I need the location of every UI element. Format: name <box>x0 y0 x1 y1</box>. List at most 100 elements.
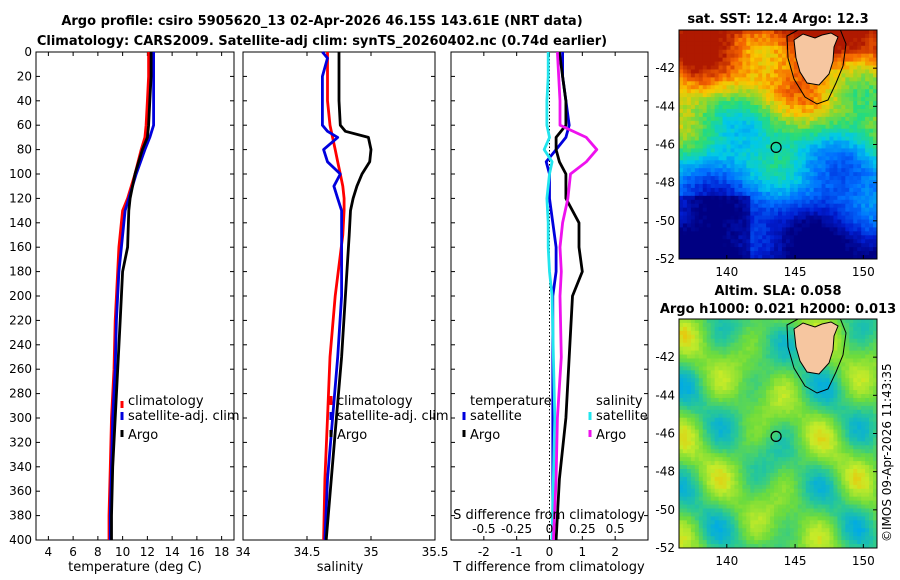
map-cell <box>813 132 819 138</box>
map-cell <box>778 350 783 356</box>
map-cell <box>698 453 704 458</box>
map-cell <box>793 231 799 236</box>
map-cell <box>694 390 700 395</box>
map-cell <box>682 65 688 71</box>
map-cell <box>785 437 791 442</box>
map-cell <box>829 239 835 244</box>
map-cell <box>730 168 736 173</box>
map-cell <box>865 219 870 225</box>
map-cell <box>837 401 842 407</box>
map-cell <box>702 73 708 78</box>
map-cell <box>734 231 739 236</box>
map-cell <box>682 429 688 435</box>
map-cell <box>837 211 842 217</box>
map-cell <box>762 49 767 55</box>
map-cell <box>873 231 877 236</box>
map-cell <box>778 128 783 134</box>
map-cell <box>849 394 854 399</box>
map-cell <box>841 33 846 39</box>
temperature-x-label: temperature (deg C) <box>68 560 202 575</box>
map-cell <box>873 405 877 411</box>
map-cell <box>841 176 846 181</box>
map-cell <box>742 172 747 177</box>
map-cell <box>845 397 850 403</box>
map-cell <box>718 183 724 189</box>
map-cell <box>801 124 807 130</box>
map-cell <box>702 441 708 446</box>
map-cell <box>694 417 700 423</box>
map-cell <box>679 453 684 458</box>
map-cell <box>809 180 815 185</box>
map-cell <box>861 247 866 252</box>
map-cell <box>801 445 807 450</box>
map-cell <box>861 85 866 90</box>
map-cell <box>754 191 759 197</box>
map-cell <box>726 405 732 411</box>
map-cell <box>821 239 827 244</box>
map-cell <box>770 65 775 71</box>
map-cell <box>789 366 795 371</box>
map-cell <box>722 164 728 169</box>
map-cell <box>690 195 696 201</box>
map-cell <box>837 203 842 209</box>
map-cell <box>754 37 759 43</box>
map-cell <box>694 378 700 383</box>
map-cell <box>825 223 831 229</box>
map-cell <box>873 223 877 229</box>
depth-ticks: 0204060801001201401601802002202402602803… <box>9 45 234 547</box>
map-cell <box>825 195 831 201</box>
map-cell <box>841 124 846 130</box>
map-cell <box>690 108 696 114</box>
map-cell <box>841 413 846 419</box>
map-cell <box>746 172 751 177</box>
map-cell <box>813 124 819 130</box>
map-cell <box>861 49 866 55</box>
map-cell <box>833 413 838 419</box>
map-cell <box>710 69 716 75</box>
map-cell <box>706 65 712 71</box>
map-cell <box>817 160 823 165</box>
map-cell <box>766 57 771 63</box>
map-cell <box>754 413 759 419</box>
map-cell <box>718 457 724 462</box>
map-cell <box>718 120 724 126</box>
map-cell <box>706 156 712 161</box>
map-cell <box>762 457 767 462</box>
map-cell <box>845 227 850 232</box>
map-cell <box>690 116 696 122</box>
map-cell <box>679 187 684 193</box>
map-cell <box>766 330 771 336</box>
map-cell <box>722 362 728 367</box>
map-cell <box>682 195 688 201</box>
map-cell <box>801 251 807 256</box>
map-cell <box>845 239 850 244</box>
map-cell <box>758 358 763 364</box>
map-cell <box>774 235 779 240</box>
map-cell <box>781 386 787 391</box>
map-cell <box>817 112 823 118</box>
map-cell <box>817 397 823 403</box>
map-cell <box>789 330 795 336</box>
map-cell <box>730 445 736 450</box>
map-cell <box>698 207 704 213</box>
map-cell <box>801 81 807 86</box>
map-cell <box>781 401 787 407</box>
map-cell <box>690 101 696 106</box>
map-cell <box>793 449 799 454</box>
map-cell <box>738 255 743 259</box>
map-cell <box>682 172 688 177</box>
map-cell <box>825 449 831 454</box>
map-cell <box>734 101 739 106</box>
map-cell <box>825 176 831 181</box>
map-cell <box>845 203 850 209</box>
map-cell <box>706 338 712 344</box>
map-cell <box>706 108 712 114</box>
map-cell <box>726 207 732 213</box>
map-cell <box>817 140 823 146</box>
map-cell <box>774 378 779 383</box>
map-cell <box>718 112 724 118</box>
map-cell <box>742 160 747 165</box>
map-cell <box>845 362 850 367</box>
map-cell <box>706 449 712 454</box>
map-cell <box>722 41 728 47</box>
